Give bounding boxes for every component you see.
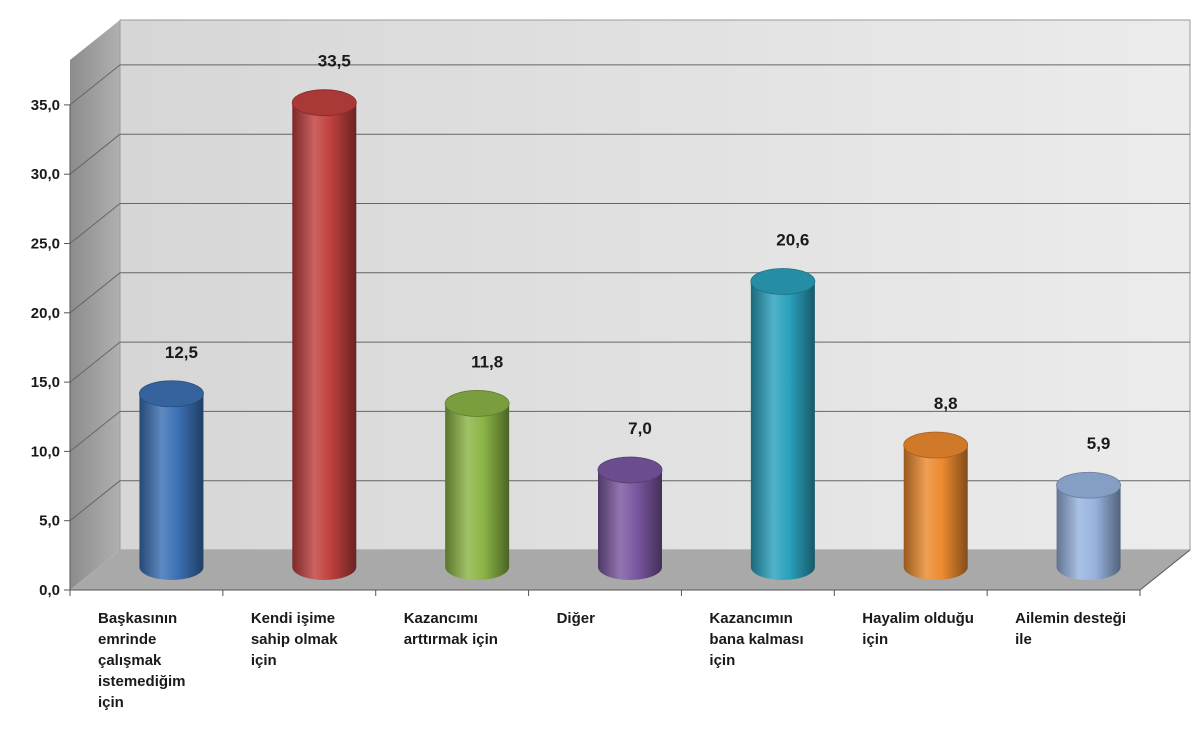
bar <box>750 268 816 580</box>
bar-top <box>597 456 663 484</box>
data-labels: 12,5 33,5 11,8 7,0 20,6 8,8 5,9 <box>165 52 1111 454</box>
bar-top <box>1056 471 1121 499</box>
gridline-side <box>69 203 121 244</box>
bar-top <box>903 431 969 459</box>
floor-edge <box>1139 549 1191 591</box>
y-tick-label: 35,0 <box>31 97 60 114</box>
bar <box>1056 471 1121 580</box>
side-wall <box>70 20 120 590</box>
data-label: 7,0 <box>628 419 652 438</box>
bar <box>903 431 969 580</box>
data-label: 5,9 <box>1087 434 1111 453</box>
bar <box>444 390 510 580</box>
bar-body <box>598 469 662 580</box>
bar <box>139 380 204 580</box>
bar-top <box>444 390 510 417</box>
y-tick-label: 30,0 <box>31 166 60 183</box>
x-tick-label: Hayalim olduğu için <box>862 610 974 648</box>
bar-body <box>1056 485 1121 580</box>
data-label: 20,6 <box>776 230 809 249</box>
y-axis: 0,0 5,0 10,0 15,0 20,0 25,0 30,0 35,0 <box>31 97 1191 599</box>
gridline-side <box>69 411 121 452</box>
data-label: 11,8 <box>471 352 503 371</box>
y-tick-label: 5,0 <box>39 513 60 530</box>
gridline-side <box>69 341 121 383</box>
bar-top <box>291 89 357 117</box>
x-tick-label: Kazancımı arttırmak için <box>403 610 498 648</box>
y-tick-label: 15,0 <box>31 374 60 391</box>
bar <box>597 456 663 580</box>
data-label: 8,8 <box>934 394 958 413</box>
y-tick-label: 20,0 <box>31 305 60 322</box>
bar-body <box>292 102 357 580</box>
bar-top <box>750 268 816 295</box>
x-tick-label: Başkasının emrinde çalışmak istemediğim … <box>98 610 186 711</box>
gridline-side <box>69 133 121 175</box>
data-label: 33,5 <box>318 52 351 71</box>
gridline-side <box>69 272 121 314</box>
x-tick-label: Kazancımın bana kalması için <box>709 610 804 669</box>
bar <box>291 89 357 580</box>
bars <box>139 89 1121 580</box>
gridline-side <box>69 480 121 522</box>
gridline-side <box>69 64 121 106</box>
x-tick-label: Kendi işime sahip olmak için <box>250 610 338 669</box>
data-label: 12,5 <box>165 343 198 362</box>
x-tick-label: Diğer <box>556 610 595 627</box>
bar-body <box>750 281 815 580</box>
bar-body <box>445 403 510 580</box>
bar-body <box>903 445 968 580</box>
y-tick-label: 10,0 <box>31 443 60 460</box>
bar-top <box>139 380 204 408</box>
y-tick-label: 25,0 <box>31 236 60 253</box>
x-tick-label: Ailemin desteği ile <box>1015 610 1126 648</box>
y-tick-label: 0,0 <box>39 582 60 599</box>
bar-body <box>139 393 204 580</box>
